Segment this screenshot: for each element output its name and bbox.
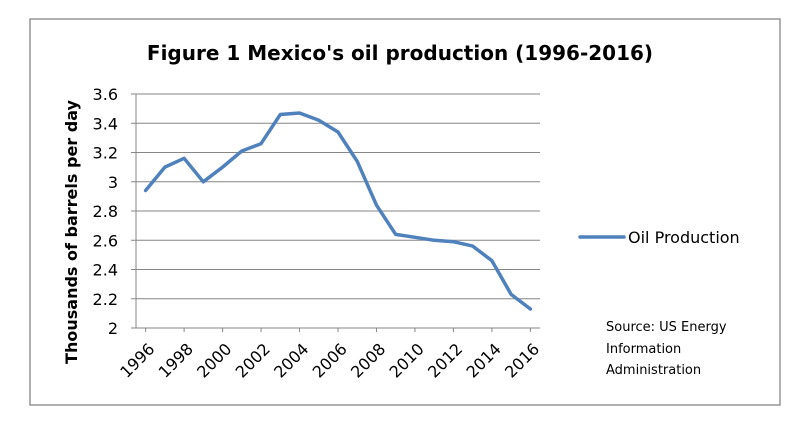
y-axis-label: Thousands of barrels per day (62, 99, 81, 363)
data-point (221, 165, 224, 169)
source-note: Source: US Energy Information Administra… (606, 320, 727, 378)
data-point (356, 160, 359, 163)
data-point (279, 113, 282, 116)
data-point (298, 111, 301, 115)
y-tick-label: 3 (108, 173, 118, 192)
data-point (529, 307, 532, 311)
y-tick-label: 2 (108, 319, 118, 338)
series-lines (143, 111, 533, 311)
data-point (144, 189, 147, 192)
y-tick-label: 2.8 (93, 202, 118, 221)
y-tick-label: 2.6 (93, 231, 118, 250)
data-point (413, 236, 417, 239)
data-point (375, 203, 378, 207)
y-tick-label: 3.2 (93, 144, 118, 163)
data-point (336, 130, 340, 134)
source-line-3: Administration (606, 363, 701, 378)
data-point (509, 293, 513, 296)
source-line-2: Information (606, 342, 681, 357)
data-point (259, 142, 263, 145)
y-tick-label: 2.2 (93, 290, 118, 309)
data-point (394, 233, 397, 236)
data-point (452, 240, 455, 243)
chart-title: Figure 1 Mexico's oil production (1996-2… (147, 41, 653, 65)
data-point (490, 259, 494, 262)
data-point (163, 165, 167, 169)
y-tick-labels: 2 2.2 2.4 2.6 2.8 3 3.2 3.4 3.6 (93, 85, 118, 338)
y-tick-label: 3.4 (93, 114, 118, 133)
y-tick-label: 2.4 (93, 261, 118, 280)
data-point (317, 119, 320, 122)
data-point (182, 157, 186, 160)
data-point (471, 244, 474, 248)
data-point (432, 239, 436, 242)
y-tick-label: 3.6 (93, 85, 118, 104)
data-point (202, 180, 205, 183)
chart-border (29, 18, 781, 406)
data-point (240, 149, 244, 153)
source-line-1: Source: US Energy (606, 320, 727, 335)
axes (135, 94, 540, 332)
legend-label-oil-production: Oil Production (628, 228, 740, 247)
legend: Oil Production (578, 228, 740, 247)
